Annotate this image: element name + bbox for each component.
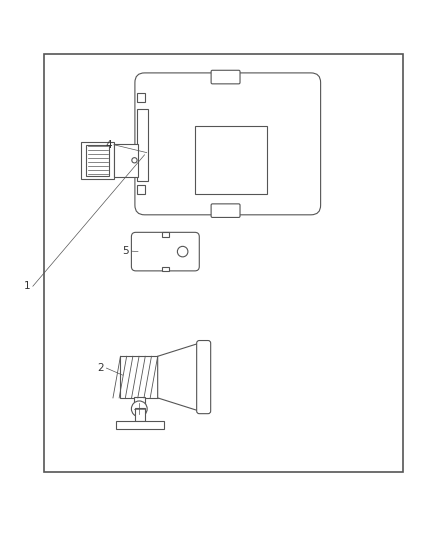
- Bar: [162, 266, 169, 271]
- FancyBboxPatch shape: [211, 70, 240, 84]
- Bar: [81, 142, 114, 179]
- Bar: [134, 397, 145, 409]
- FancyBboxPatch shape: [131, 232, 199, 271]
- Text: 5: 5: [123, 246, 129, 256]
- Bar: [162, 232, 169, 237]
- Bar: [195, 126, 267, 194]
- FancyBboxPatch shape: [197, 341, 211, 414]
- Text: 2: 2: [98, 363, 104, 373]
- Circle shape: [132, 158, 137, 163]
- Bar: [137, 184, 145, 194]
- Text: 1: 1: [24, 281, 31, 291]
- Circle shape: [177, 246, 188, 257]
- Bar: [116, 421, 164, 429]
- Bar: [137, 109, 148, 181]
- Bar: [120, 356, 158, 398]
- Bar: [137, 93, 145, 102]
- Bar: [86, 145, 109, 176]
- Bar: [135, 408, 145, 421]
- Bar: [44, 54, 403, 472]
- Bar: [114, 144, 138, 177]
- Circle shape: [131, 401, 147, 417]
- FancyBboxPatch shape: [135, 73, 321, 215]
- FancyBboxPatch shape: [211, 204, 240, 217]
- Polygon shape: [158, 343, 199, 411]
- Text: 4: 4: [105, 140, 112, 150]
